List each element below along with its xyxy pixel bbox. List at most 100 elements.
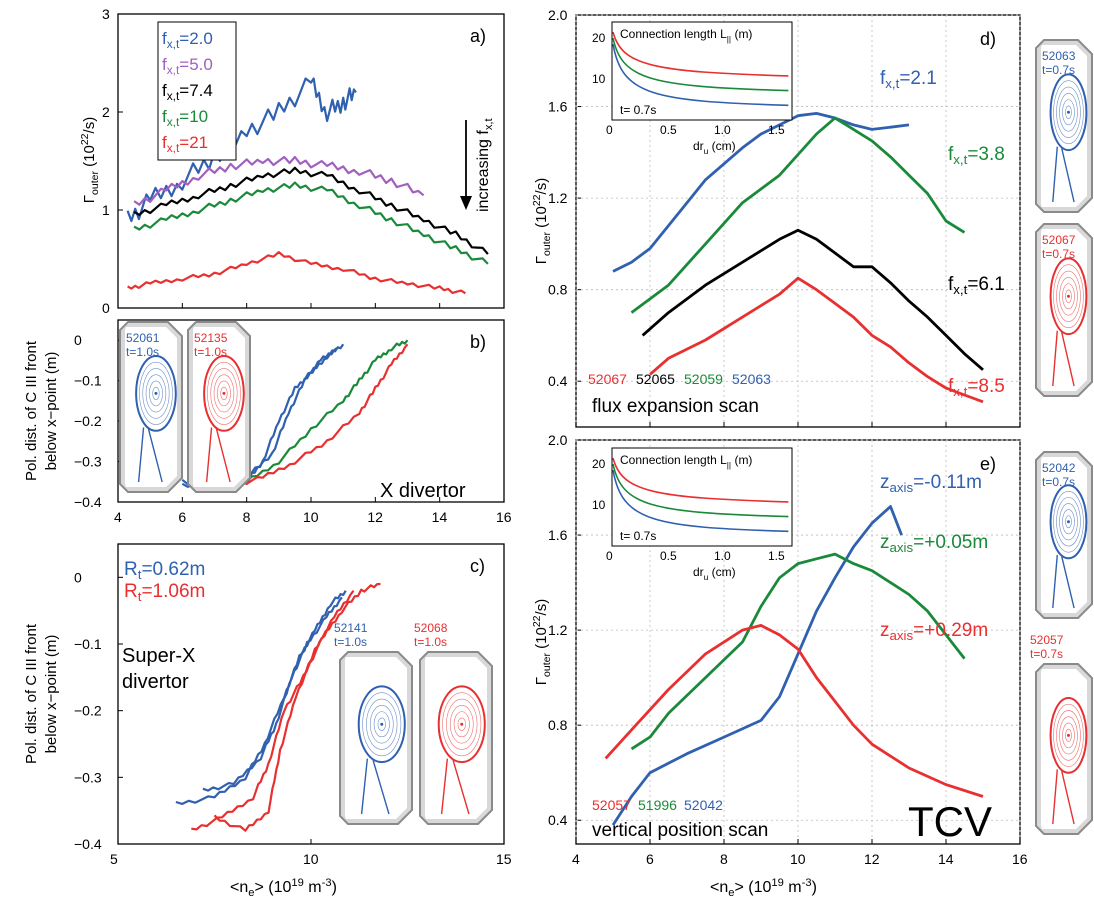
x-tick-label: 12 [367,509,383,525]
y-tick-label: 0.4 [548,812,568,828]
legend-entry: fx,t=7.4 [162,81,213,103]
y-tick-label: 0.4 [548,373,568,389]
inset-xtick: 1.0 [714,123,731,137]
y-tick-label: 1.6 [548,99,568,115]
flux-surface [1056,710,1081,761]
inset-xtick: 1.5 [768,123,785,137]
x-tick-label: 16 [496,509,512,525]
series-line-blue [175,590,347,805]
vessel-interior [125,327,177,487]
flux-surface [139,361,173,425]
inset-xtick: 0.5 [660,549,677,563]
series-line-blue [611,505,903,826]
flux-surface [1065,289,1072,303]
divertor-leg [205,427,231,483]
y-tick-label: 0.8 [548,717,568,733]
flux-surface [142,368,170,419]
inset-time-label: t=0.7s [1042,63,1075,77]
series-line-green [630,552,966,751]
flux-surface [1059,93,1078,132]
shot-label: 52067 [588,371,627,387]
inset-title: Connection length L|| (m) [620,27,752,44]
flux-surface [135,355,177,432]
flux-surface [357,685,406,764]
divertor-leg [1052,769,1075,825]
panel-annotation: divertor [122,671,189,693]
inset-xtick: 0.5 [660,123,677,137]
inset-shot-label: 52068 [414,621,448,635]
legend-entry: Rt=0.62m [124,559,205,582]
magnetic-axis [1066,294,1070,298]
inset-curve [612,43,789,107]
y-tick-label: 1.6 [548,527,568,543]
flux-surface [207,361,241,425]
inset-time-label: t=0.7s [1042,475,1075,489]
x-tick-label: 12 [864,851,880,867]
flux-surface [366,698,398,750]
shot-label: 52042 [684,797,723,813]
flux-surface [373,711,390,738]
magnetic-axis [154,391,158,395]
inset-time-label: t=1.0s [334,635,367,649]
inset-shot-label: 52042 [1042,461,1076,475]
series-line-red [191,582,381,831]
x-tick-label: 5 [110,851,118,867]
flux-surface [152,386,160,400]
inset-time: t= 0.7s [620,529,656,543]
x-axis-label: <ne> (1019 m-3) [710,877,817,899]
flux-surface [1049,697,1088,774]
flux-surface [149,380,163,407]
inset-time-label: t=1.0s [194,345,227,359]
y-axis-label: Γouter (1022/s) [79,117,101,203]
flux-surface [377,717,386,731]
flux-surface [442,692,482,757]
inset-curve [612,37,789,92]
legend-entry: fx,t=5.0 [162,55,213,77]
inset-curve [612,31,789,77]
inset-shot-label: 52135 [194,331,228,345]
series-line-purple [133,155,425,206]
side-insets: 52063t=0.7s52067t=0.7s52042t=0.7s52057t=… [1030,39,1093,835]
flux-surface [1065,515,1072,529]
panel-annotation: vertical position scan [592,820,768,841]
series-label: fx,t=3.8 [948,144,1005,167]
shot-label: 52057 [592,797,631,813]
flux-surface [1065,105,1072,119]
y-tick-label: 2.0 [548,7,568,23]
flux-surface [457,717,466,731]
x-tick-label: 14 [938,851,954,867]
series-line-red [127,251,467,295]
y-tick-label: −0.2 [74,703,102,719]
vessel-interior [1041,45,1087,207]
series-label: fx,t=2.1 [880,68,937,91]
divertor-leg [1052,330,1075,387]
inset-time-label: t=1.0s [126,345,159,359]
series-label: fx,t=8.5 [948,376,1005,399]
magnetic-axis [380,722,384,726]
y-axis-label: Pol. dist. of C III front [23,623,40,764]
inset-shot-label: 52141 [334,621,368,635]
y-tick-label: −0.2 [74,413,102,429]
series-line-red [213,590,355,832]
flux-surface [1049,73,1088,152]
series-line-green [214,339,409,488]
inset-time-label: t=0.7s [1042,247,1075,261]
y-tick-label: 1.2 [548,190,568,206]
inset-xtick: 0 [606,123,613,137]
flux-surface [1049,484,1088,560]
inset-shot-label: 52063 [1042,49,1076,63]
flux-surface [213,374,235,413]
x-tick-label: 16 [1012,851,1028,867]
x-tick-label: 6 [646,851,654,867]
legend: fx,t=2.0 fx,t=5.0 fx,t=7.4 fx,t=10 fx,t=21 [157,21,237,161]
y-tick-label: 0 [102,300,110,316]
divertor-leg [1052,146,1075,203]
series-label: zaxis=+0.05m [880,532,988,555]
series-label: zaxis=+0.29m [880,620,988,643]
